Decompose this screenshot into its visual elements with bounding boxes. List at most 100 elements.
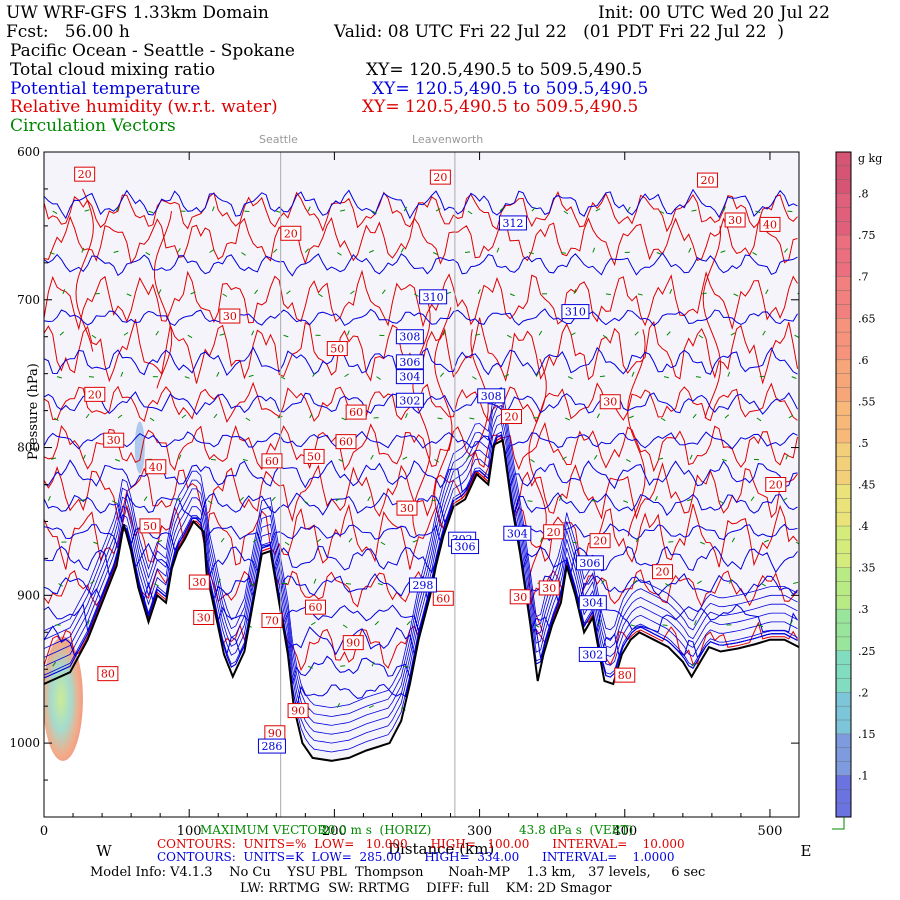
circulation-vector xyxy=(177,248,181,253)
circulation-vector xyxy=(271,496,276,502)
circulation-vector xyxy=(91,334,97,339)
circulation-vector xyxy=(563,210,569,215)
circulation-vector xyxy=(59,331,65,336)
circulation-vector xyxy=(560,251,566,254)
circulation-vector xyxy=(342,624,348,629)
circulation-vector xyxy=(765,289,769,295)
theta-contour-label-box xyxy=(419,289,448,305)
rh-contour xyxy=(702,225,722,419)
rh-contour-label-box xyxy=(261,612,283,628)
y-axis-title: Pressure (hPa) xyxy=(26,363,41,460)
rh-contour-label-box xyxy=(193,610,215,625)
circulation-vector xyxy=(248,374,254,378)
rh-contour-label-box xyxy=(724,212,746,228)
circulation-vector xyxy=(464,251,471,253)
rh-contour-label-box xyxy=(652,564,674,580)
colorbar-segment xyxy=(836,567,851,610)
model-title: UW WRF-GFS 1.33km Domain xyxy=(6,3,269,23)
circulation-vector xyxy=(374,621,379,626)
theta-contour-label: 308 xyxy=(399,331,420,344)
circulation-vector xyxy=(691,209,697,212)
circulation-vector xyxy=(573,289,577,295)
circulation-vector xyxy=(637,293,643,296)
rh-contour-label: 40 xyxy=(149,461,163,474)
circulation-vector xyxy=(435,208,441,212)
theta-contour-label: 310 xyxy=(565,306,586,319)
rh-contour xyxy=(44,421,798,473)
theta-contour-label-box xyxy=(395,392,424,408)
rh-contour-label-box xyxy=(509,589,531,605)
circulation-vector xyxy=(114,458,120,462)
circulation-vector xyxy=(51,457,57,460)
circulation-vector xyxy=(241,252,246,256)
circulation-vector xyxy=(113,250,119,253)
rh-contour-label: 40 xyxy=(763,218,777,231)
circulation-vector xyxy=(318,293,323,298)
x-tick-label: 200 xyxy=(322,824,347,839)
rh-contour-label-box xyxy=(139,518,161,534)
circulation-vector xyxy=(727,371,731,377)
circulation-vector xyxy=(723,206,726,212)
theta-contour-label: 306 xyxy=(455,541,476,554)
circulation-vector xyxy=(570,332,576,336)
rh-contour-label-box xyxy=(188,574,210,590)
circulation-vector xyxy=(756,417,762,422)
circulation-vector xyxy=(658,457,664,460)
colorbar-tick-label: .8 xyxy=(858,188,869,201)
max-vector-horiz: 20.0 m s (HORIZ) xyxy=(320,823,432,837)
rh-contour-label-box xyxy=(305,599,327,615)
circulation-vector xyxy=(689,454,693,460)
theta-contour xyxy=(44,430,798,456)
circulation-vector xyxy=(371,661,375,667)
circulation-vector xyxy=(344,373,349,378)
circulation-vector xyxy=(286,290,291,295)
circulation-vector xyxy=(155,330,160,336)
circulation-vector xyxy=(654,496,658,501)
circulation-vector xyxy=(81,247,85,253)
circulation-vector xyxy=(377,583,383,586)
circulation-vector xyxy=(175,497,181,502)
circulation-vector xyxy=(406,620,411,626)
rh-contour-label-box xyxy=(543,524,565,540)
rh-contour-label-box xyxy=(74,166,96,182)
circulation-vector xyxy=(720,250,726,253)
circulation-vector xyxy=(437,417,443,420)
circulation-vector xyxy=(663,376,669,379)
circulation-vector xyxy=(602,334,608,339)
circulation-vector xyxy=(466,455,471,460)
theta-contour-label: 310 xyxy=(423,291,444,304)
circulation-vector xyxy=(336,703,341,708)
rh-contour-label: 30 xyxy=(728,214,742,227)
theta-contour-label-box xyxy=(578,595,607,611)
theta-contour-label: 302 xyxy=(399,394,420,407)
circulation-vector xyxy=(627,206,631,212)
rh-contour-label: 30 xyxy=(107,434,121,447)
x-end-label-west: W xyxy=(96,842,112,860)
rh-contour xyxy=(75,188,94,352)
circulation-vector xyxy=(633,579,638,584)
circulation-vector xyxy=(750,496,755,502)
circulation-vector xyxy=(540,537,543,543)
x-tick-label: 0 xyxy=(40,824,48,839)
circulation-vector xyxy=(143,496,148,502)
circulation-vector xyxy=(148,210,154,214)
circulation-vector xyxy=(534,624,540,628)
rh-contour-label-box xyxy=(303,448,325,464)
circulation-vector xyxy=(309,413,313,419)
rh-contour-label-box xyxy=(697,172,719,188)
circulation-vector xyxy=(350,290,355,295)
theta-contour-label: 286 xyxy=(261,740,282,753)
rh-contour-label-box xyxy=(765,477,787,492)
circulation-vector xyxy=(80,499,86,502)
circulation-vector xyxy=(346,330,350,336)
forecast-hour: Fcst: 56.00 h xyxy=(6,22,130,42)
theta-contour-label-box xyxy=(395,369,424,385)
rh-contour-label-box xyxy=(589,533,611,549)
circulation-vector xyxy=(181,414,187,419)
circulation-vector xyxy=(499,207,504,212)
rh-contour-label: 60 xyxy=(309,601,323,614)
rh-contour xyxy=(44,215,798,267)
circulation-vector xyxy=(730,332,736,336)
circulation-vector xyxy=(660,417,666,422)
circulation-vector xyxy=(116,206,120,212)
